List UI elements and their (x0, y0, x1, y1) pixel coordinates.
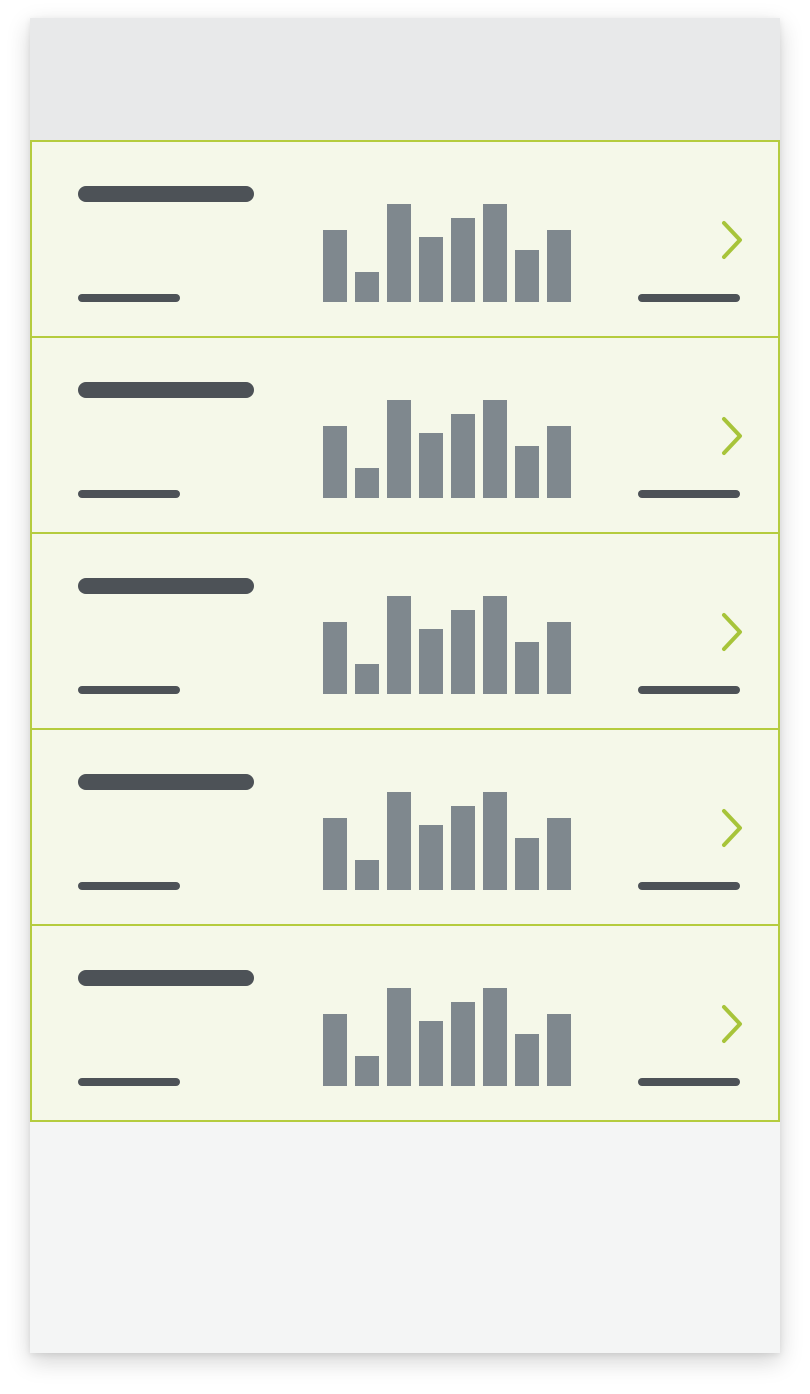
chart-bar (547, 230, 571, 302)
app-frame (30, 18, 780, 1353)
chevron-right-icon[interactable] (716, 220, 748, 260)
chart-bar (355, 1056, 379, 1086)
chart-bar (355, 272, 379, 302)
item-subtitle-placeholder (78, 490, 180, 498)
chart-bar (419, 629, 443, 694)
chart-bar (387, 596, 411, 694)
chart-bar (451, 414, 475, 498)
chart-bar (387, 400, 411, 498)
chart-bar (547, 622, 571, 694)
item-bar-chart (323, 398, 573, 498)
chart-bar (387, 988, 411, 1086)
chart-bar (483, 792, 507, 890)
chart-bar (387, 792, 411, 890)
chart-bar (483, 204, 507, 302)
chart-bar (323, 1014, 347, 1086)
chart-bar (515, 446, 539, 498)
chart-bar (547, 1014, 571, 1086)
list-item[interactable] (30, 924, 780, 1122)
item-title-placeholder (78, 970, 254, 986)
chart-bar (451, 610, 475, 694)
chart-bar (355, 860, 379, 890)
chart-bar (547, 818, 571, 890)
item-bar-chart (323, 594, 573, 694)
item-title-placeholder (78, 774, 254, 790)
chart-bar (515, 642, 539, 694)
chart-bar (515, 838, 539, 890)
chevron-right-icon[interactable] (716, 808, 748, 848)
chart-bar (419, 825, 443, 890)
chevron-right-icon[interactable] (716, 612, 748, 652)
chevron-right-icon[interactable] (716, 1004, 748, 1044)
list-item[interactable] (30, 728, 780, 926)
chart-bar (483, 988, 507, 1086)
item-value-placeholder (638, 686, 740, 694)
chart-bar (451, 218, 475, 302)
item-subtitle-placeholder (78, 882, 180, 890)
chart-bar (515, 1034, 539, 1086)
item-title-placeholder (78, 578, 254, 594)
chart-bar (515, 250, 539, 302)
chart-bar (355, 664, 379, 694)
chart-bar (387, 204, 411, 302)
item-value-placeholder (638, 294, 740, 302)
item-bar-chart (323, 790, 573, 890)
chart-bar (483, 400, 507, 498)
chart-bar (451, 806, 475, 890)
list-item[interactable] (30, 336, 780, 534)
item-bar-chart (323, 202, 573, 302)
chart-bar (419, 433, 443, 498)
chevron-right-icon[interactable] (716, 416, 748, 456)
header (30, 18, 780, 140)
item-subtitle-placeholder (78, 294, 180, 302)
list-item[interactable] (30, 532, 780, 730)
item-value-placeholder (638, 1078, 740, 1086)
chart-bar (419, 1021, 443, 1086)
item-title-placeholder (78, 186, 254, 202)
chart-bar (323, 230, 347, 302)
item-bar-chart (323, 986, 573, 1086)
item-title-placeholder (78, 382, 254, 398)
chart-bar (483, 596, 507, 694)
item-subtitle-placeholder (78, 686, 180, 694)
chart-bar (451, 1002, 475, 1086)
item-subtitle-placeholder (78, 1078, 180, 1086)
item-value-placeholder (638, 490, 740, 498)
list-item[interactable] (30, 140, 780, 338)
chart-bar (323, 818, 347, 890)
chart-bar (419, 237, 443, 302)
item-value-placeholder (638, 882, 740, 890)
item-list (30, 140, 780, 1122)
chart-bar (323, 622, 347, 694)
chart-bar (323, 426, 347, 498)
chart-bar (355, 468, 379, 498)
chart-bar (547, 426, 571, 498)
